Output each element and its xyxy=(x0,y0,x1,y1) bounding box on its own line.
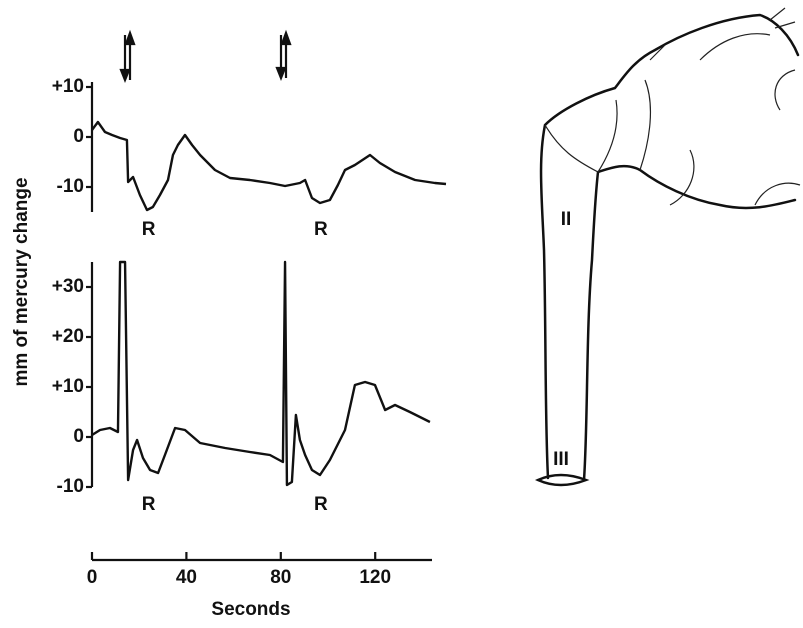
y-tick-label: +30 xyxy=(52,276,84,297)
stimulus-arrows xyxy=(121,33,290,80)
y-tick-label: -10 xyxy=(57,476,84,497)
x-tick-label: 40 xyxy=(176,567,197,588)
x-tick-label: 120 xyxy=(359,567,391,588)
y-axis-label: mm of mercury change xyxy=(11,177,32,386)
arm-drawing: II III xyxy=(538,8,800,485)
region-label: II xyxy=(561,209,572,230)
annotation: R xyxy=(314,494,328,515)
trace xyxy=(92,262,430,485)
x-tick-label: 0 xyxy=(87,567,98,588)
x-tick-label: 80 xyxy=(270,567,291,588)
y-tick-label: +10 xyxy=(52,376,84,397)
y-tick-label: -10 xyxy=(57,176,84,197)
region-label: III xyxy=(553,449,569,470)
y-tick-label: 0 xyxy=(73,126,84,147)
y-tick-label: 0 xyxy=(73,426,84,447)
y-tick-label: +10 xyxy=(52,76,84,97)
annotation: R xyxy=(142,219,156,240)
annotation: R xyxy=(142,494,156,515)
annotation: R xyxy=(314,219,328,240)
x-axis-label: Seconds xyxy=(211,599,290,620)
trace xyxy=(92,122,446,210)
figure: mm of mercury change II III +10 0 -10 R R +30… xyxy=(0,0,803,628)
y-tick-label: +20 xyxy=(52,326,84,347)
